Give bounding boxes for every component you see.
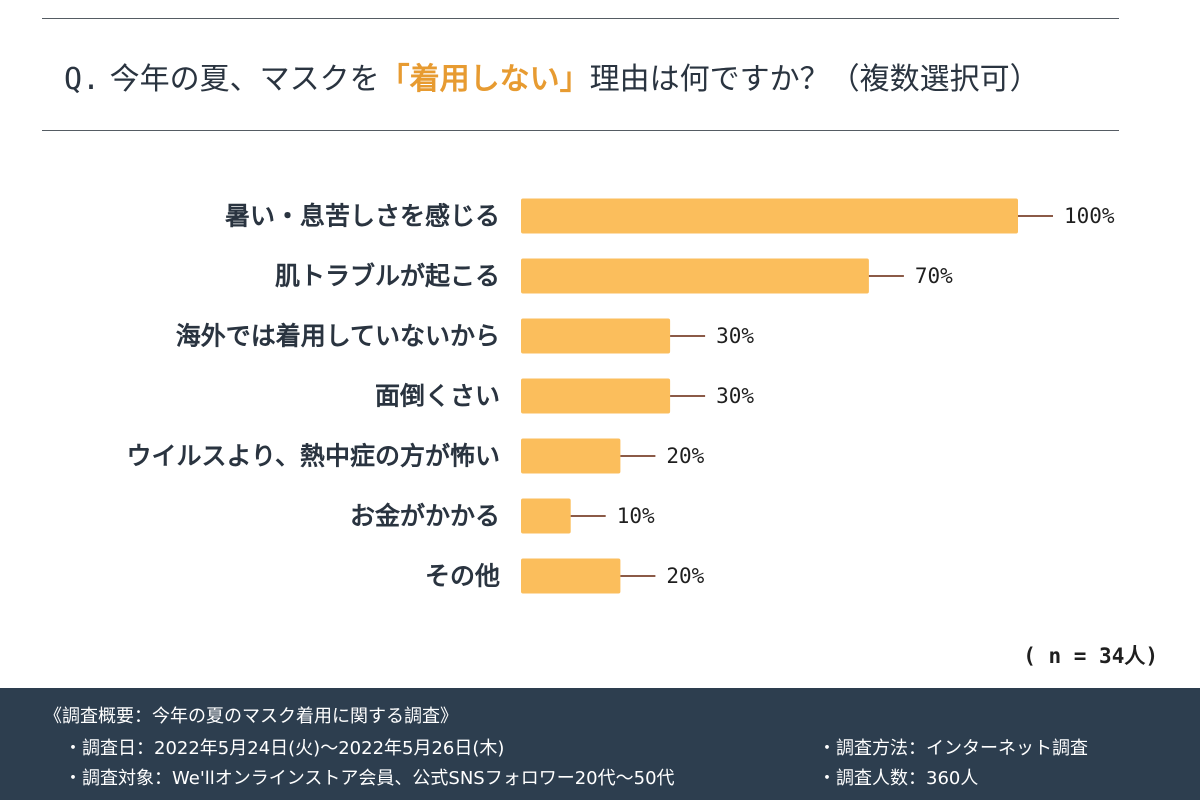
bar-chart: 暑い・息苦しさを感じる 100% 肌トラブルが起こる 70% 海外では着用していないから… bbox=[126, 198, 1115, 594]
sample-size-note: ( n = 34人) bbox=[1023, 644, 1158, 668]
value-label: 10% bbox=[617, 504, 655, 528]
bar bbox=[521, 438, 621, 474]
bar bbox=[521, 258, 869, 294]
question-highlight: 「着用しない」 bbox=[379, 62, 590, 97]
footer-survey-count: ・調査人数：360人 bbox=[818, 768, 979, 789]
footer-survey-target: ・調査対象：We'llオンラインストア会員、公式SNSフォロワー20代〜50代 bbox=[64, 768, 675, 789]
question-prefix: Q. bbox=[64, 62, 101, 97]
category-label: 海外では着用していないから bbox=[176, 322, 500, 351]
top-divider bbox=[42, 18, 1119, 19]
value-label: 30% bbox=[716, 384, 754, 408]
survey-summary-footer: 《調査概要：今年の夏のマスク着用に関する調査》 ・調査日：2022年5月24日(… bbox=[0, 688, 1200, 800]
footer-title: 《調査概要：今年の夏のマスク着用に関する調査》 bbox=[44, 706, 458, 727]
value-label: 20% bbox=[666, 564, 704, 588]
category-label: お金がかかる bbox=[350, 502, 500, 531]
category-label: 肌トラブルが起こる bbox=[275, 262, 500, 291]
bar bbox=[521, 198, 1018, 234]
value-label: 70% bbox=[915, 264, 953, 288]
bar bbox=[521, 558, 621, 594]
value-label: 20% bbox=[666, 444, 704, 468]
bar bbox=[521, 318, 671, 354]
question-title: Q. 今年の夏、マスクを「着用しない」理由は何ですか？（複数選択可） bbox=[64, 56, 1040, 104]
footer-survey-method: ・調査方法：インターネット調査 bbox=[818, 738, 1088, 759]
value-label: 30% bbox=[716, 324, 754, 348]
bar bbox=[521, 498, 571, 534]
category-label: その他 bbox=[425, 562, 500, 591]
category-label: ウイルスより、熱中症の方が怖い bbox=[126, 442, 500, 471]
question-text-before: 今年の夏、マスクを bbox=[109, 62, 380, 97]
question-text-after: 理由は何ですか？（複数選択可） bbox=[589, 62, 1040, 97]
category-label: 暑い・息苦しさを感じる bbox=[225, 202, 500, 231]
bar bbox=[521, 378, 671, 414]
category-label: 面倒くさい bbox=[375, 382, 500, 411]
title-divider bbox=[42, 130, 1119, 131]
footer-survey-date: ・調査日：2022年5月24日(火)〜2022年5月26日(木) bbox=[64, 738, 505, 759]
value-label: 100% bbox=[1064, 204, 1115, 228]
